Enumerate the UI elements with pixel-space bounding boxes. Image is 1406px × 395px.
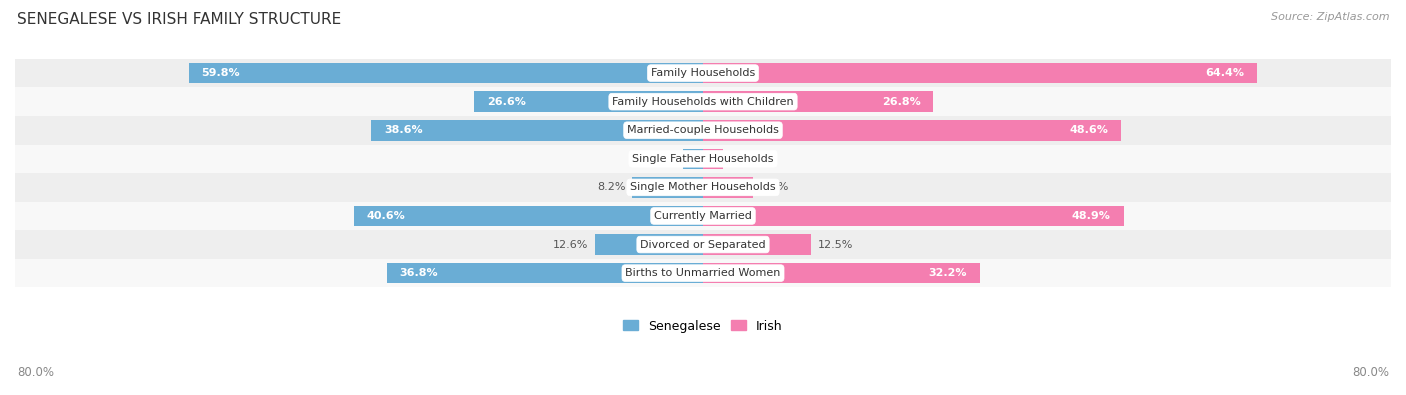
Bar xyxy=(474,91,703,112)
Bar xyxy=(703,149,723,169)
Bar xyxy=(15,259,1391,288)
Bar xyxy=(703,177,752,198)
Text: 8.2%: 8.2% xyxy=(598,182,626,192)
Text: SENEGALESE VS IRISH FAMILY STRUCTURE: SENEGALESE VS IRISH FAMILY STRUCTURE xyxy=(17,12,342,27)
Text: 59.8%: 59.8% xyxy=(201,68,240,78)
Bar xyxy=(188,63,703,83)
Text: Currently Married: Currently Married xyxy=(654,211,752,221)
Text: 38.6%: 38.6% xyxy=(384,125,423,135)
Text: Single Father Households: Single Father Households xyxy=(633,154,773,164)
Text: 40.6%: 40.6% xyxy=(367,211,405,221)
Text: 5.8%: 5.8% xyxy=(759,182,789,192)
Bar xyxy=(633,177,703,198)
Text: Family Households with Children: Family Households with Children xyxy=(612,97,794,107)
Bar xyxy=(703,63,1257,83)
Text: 48.6%: 48.6% xyxy=(1069,125,1108,135)
Bar xyxy=(387,263,703,283)
Text: Married-couple Households: Married-couple Households xyxy=(627,125,779,135)
Legend: Senegalese, Irish: Senegalese, Irish xyxy=(619,315,787,338)
Bar xyxy=(15,202,1391,230)
Bar xyxy=(15,59,1391,87)
Bar xyxy=(15,230,1391,259)
Text: 2.3%: 2.3% xyxy=(648,154,676,164)
Bar xyxy=(371,120,703,141)
Bar xyxy=(354,206,703,226)
Text: 12.5%: 12.5% xyxy=(817,239,853,250)
Text: 80.0%: 80.0% xyxy=(17,366,53,379)
Bar xyxy=(15,116,1391,145)
Bar xyxy=(683,149,703,169)
Text: 12.6%: 12.6% xyxy=(553,239,588,250)
Text: 26.8%: 26.8% xyxy=(882,97,921,107)
Bar xyxy=(703,263,980,283)
Text: Source: ZipAtlas.com: Source: ZipAtlas.com xyxy=(1271,12,1389,22)
Text: 36.8%: 36.8% xyxy=(399,268,439,278)
Bar xyxy=(15,145,1391,173)
Text: Divorced or Separated: Divorced or Separated xyxy=(640,239,766,250)
Bar xyxy=(595,234,703,255)
Text: Family Households: Family Households xyxy=(651,68,755,78)
Text: Single Mother Households: Single Mother Households xyxy=(630,182,776,192)
Text: 64.4%: 64.4% xyxy=(1205,68,1244,78)
Bar xyxy=(15,173,1391,202)
Bar xyxy=(703,120,1121,141)
Text: 80.0%: 80.0% xyxy=(1353,366,1389,379)
Bar xyxy=(703,206,1123,226)
Bar xyxy=(703,234,810,255)
Text: 48.9%: 48.9% xyxy=(1071,211,1111,221)
Text: 2.3%: 2.3% xyxy=(730,154,758,164)
Text: 32.2%: 32.2% xyxy=(928,268,967,278)
Text: 26.6%: 26.6% xyxy=(486,97,526,107)
Bar xyxy=(15,87,1391,116)
Bar xyxy=(703,91,934,112)
Text: Births to Unmarried Women: Births to Unmarried Women xyxy=(626,268,780,278)
